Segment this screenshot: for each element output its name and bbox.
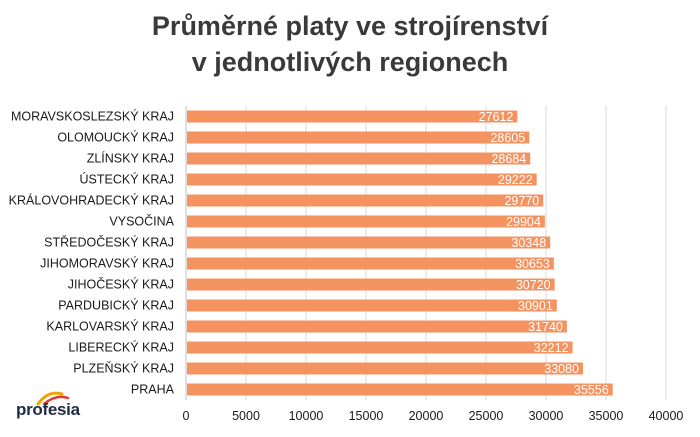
category-label: JIHOMORAVSKÝ KRAJ: [40, 256, 174, 271]
category-label: VYSOČINA: [109, 214, 174, 229]
data-label: 27612: [479, 110, 514, 124]
data-label: 29770: [504, 194, 539, 208]
bar: [187, 110, 518, 123]
data-label: 30348: [511, 236, 546, 250]
category-label: LIBERECKÝ KRAJ: [68, 340, 174, 355]
bar: [187, 383, 613, 396]
bar: [187, 173, 537, 186]
data-label: 28684: [491, 152, 526, 166]
x-tick-label: 40000: [649, 409, 684, 423]
chart-title: Průměrné platy ve strojírenství v jednot…: [0, 8, 700, 80]
logo-text: profesia: [16, 400, 80, 419]
data-label: 29904: [506, 215, 541, 229]
category-label: KARLOVARSKÝ KRAJ: [46, 319, 174, 334]
category-label: ÚSTECKÝ KRAJ: [80, 172, 174, 187]
category-label: MORAVSKOSLEZSKÝ KRAJ: [11, 109, 174, 124]
data-label: 30901: [518, 299, 553, 313]
x-tick-label: 25000: [469, 409, 504, 423]
data-label: 30653: [515, 257, 550, 271]
x-tick-label: 20000: [409, 409, 444, 423]
x-tick-label: 30000: [529, 409, 564, 423]
bar: [187, 215, 545, 228]
chart-title-line-1: Průměrné platy ve strojírenství: [151, 11, 549, 41]
bar: [187, 236, 551, 249]
x-tick-label: 10000: [289, 409, 324, 423]
data-label: 30720: [516, 278, 551, 292]
data-label: 31740: [528, 320, 563, 334]
bar: [187, 194, 544, 207]
category-label: PRAHA: [131, 383, 175, 397]
category-label: PARDUBICKÝ KRAJ: [58, 298, 174, 313]
x-tick-label: 5000: [232, 409, 260, 423]
data-label: 32212: [534, 341, 569, 355]
category-label: JIHOČESKÝ KRAJ: [68, 277, 174, 292]
data-label: 28605: [490, 131, 525, 145]
x-tick-label: 15000: [349, 409, 384, 423]
bar: [187, 320, 567, 333]
bar: [187, 152, 531, 165]
category-label: ZLÍNSKY KRAJ: [87, 151, 174, 166]
category-label: PLZEŇSKÝ KRAJ: [73, 361, 174, 376]
category-label: KRÁLOVOHRADECKÝ KRAJ: [9, 193, 174, 208]
bar: [187, 341, 573, 354]
bar: [187, 299, 557, 312]
category-label: STŘEDOČESKÝ KRAJ: [44, 235, 174, 250]
x-tick-label: 35000: [589, 409, 624, 423]
bar: [187, 131, 530, 144]
bar: [187, 362, 583, 375]
data-label: 35556: [574, 383, 609, 397]
data-label: 29222: [498, 173, 533, 187]
chart-title-line-2: v jednotlivých regionech: [191, 47, 509, 77]
category-label: OLOMOUCKÝ KRAJ: [57, 130, 174, 145]
bar: [187, 278, 555, 291]
logo-arc-icon: [36, 391, 70, 406]
x-tick-label: 0: [183, 409, 190, 423]
bar: [187, 257, 554, 270]
data-label: 33080: [544, 362, 579, 376]
profesia-logo: profesia: [16, 391, 96, 424]
